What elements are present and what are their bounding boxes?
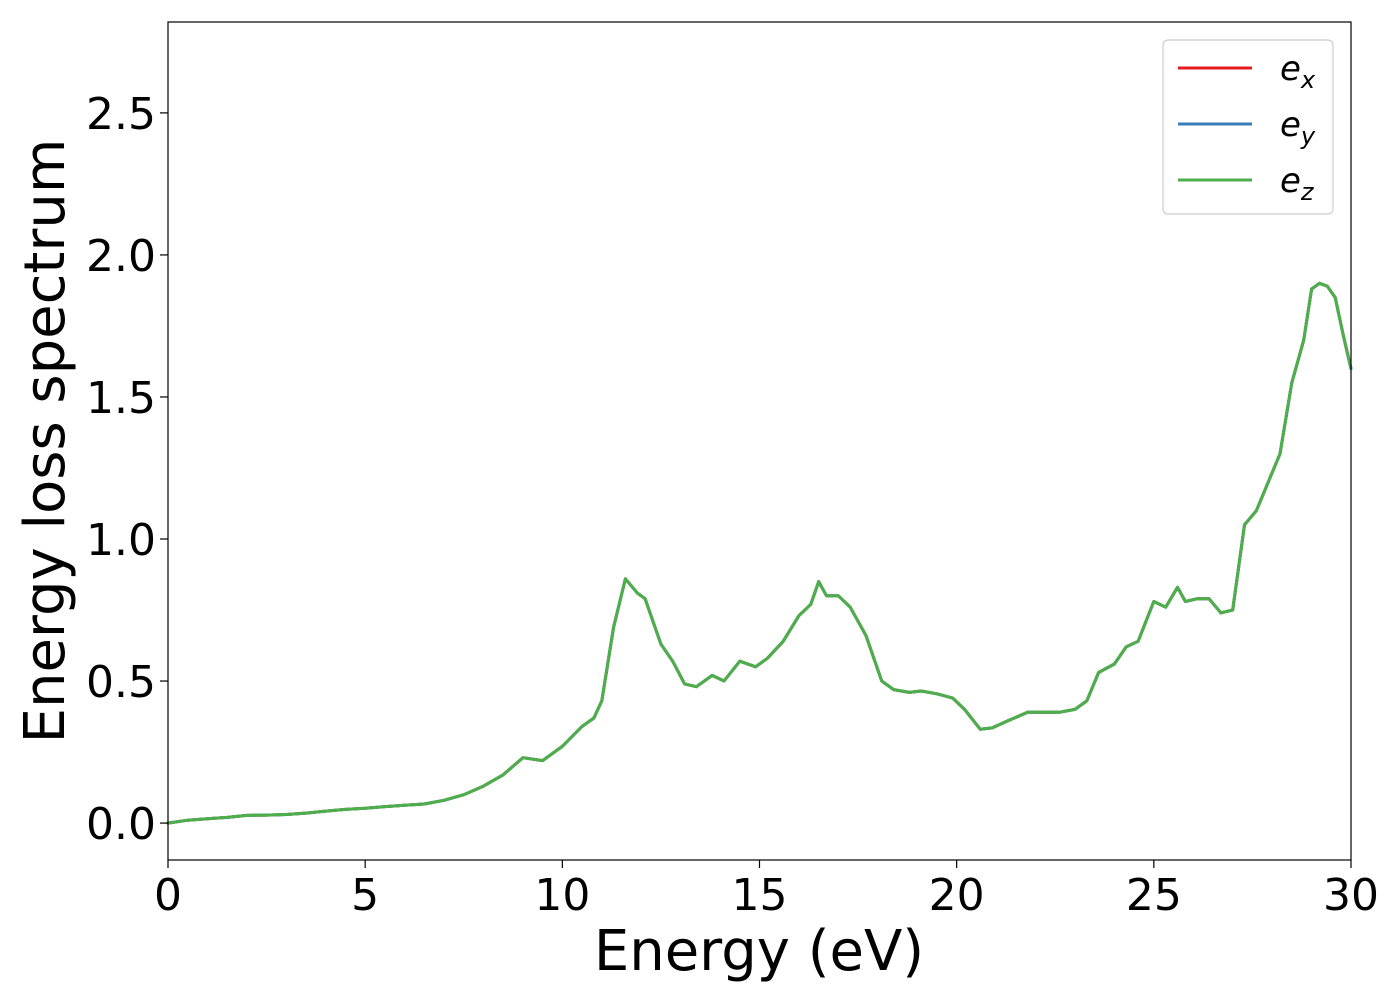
y-axis-label: Energy loss spectrum (13, 139, 78, 744)
series-line-ez (166, 281, 1353, 825)
y-tick-label: 0.5 (86, 657, 156, 708)
x-tick-label: 25 (1126, 870, 1182, 921)
series-lines (166, 281, 1353, 825)
x-tick-label: 30 (1323, 870, 1379, 921)
x-tick-label: 15 (732, 870, 788, 921)
legend-box (1162, 39, 1334, 215)
y-tick-label: 0.0 (86, 799, 156, 850)
y-tick-label: 2.5 (86, 89, 156, 140)
x-tick-label: 10 (534, 870, 590, 921)
legend-label-ex: ex (1280, 49, 1316, 94)
y-tick-label: 1.0 (86, 515, 156, 566)
y-axis-ticks: 0.0 0.5 1.0 1.5 2.0 2.5 (86, 89, 168, 850)
x-axis-ticks: 0 5 10 15 20 25 30 (154, 860, 1379, 921)
legend-label-ez: ez (1280, 161, 1315, 206)
y-tick-label: 1.5 (86, 373, 156, 424)
x-tick-label: 20 (929, 870, 985, 921)
legend: ex ey ez (1162, 39, 1334, 215)
y-tick-label: 2.0 (86, 231, 156, 282)
x-tick-label: 0 (154, 870, 182, 921)
x-axis-label: Energy (eV) (594, 919, 924, 984)
legend-label-ey: ey (1280, 105, 1316, 150)
x-tick-label: 5 (351, 870, 379, 921)
